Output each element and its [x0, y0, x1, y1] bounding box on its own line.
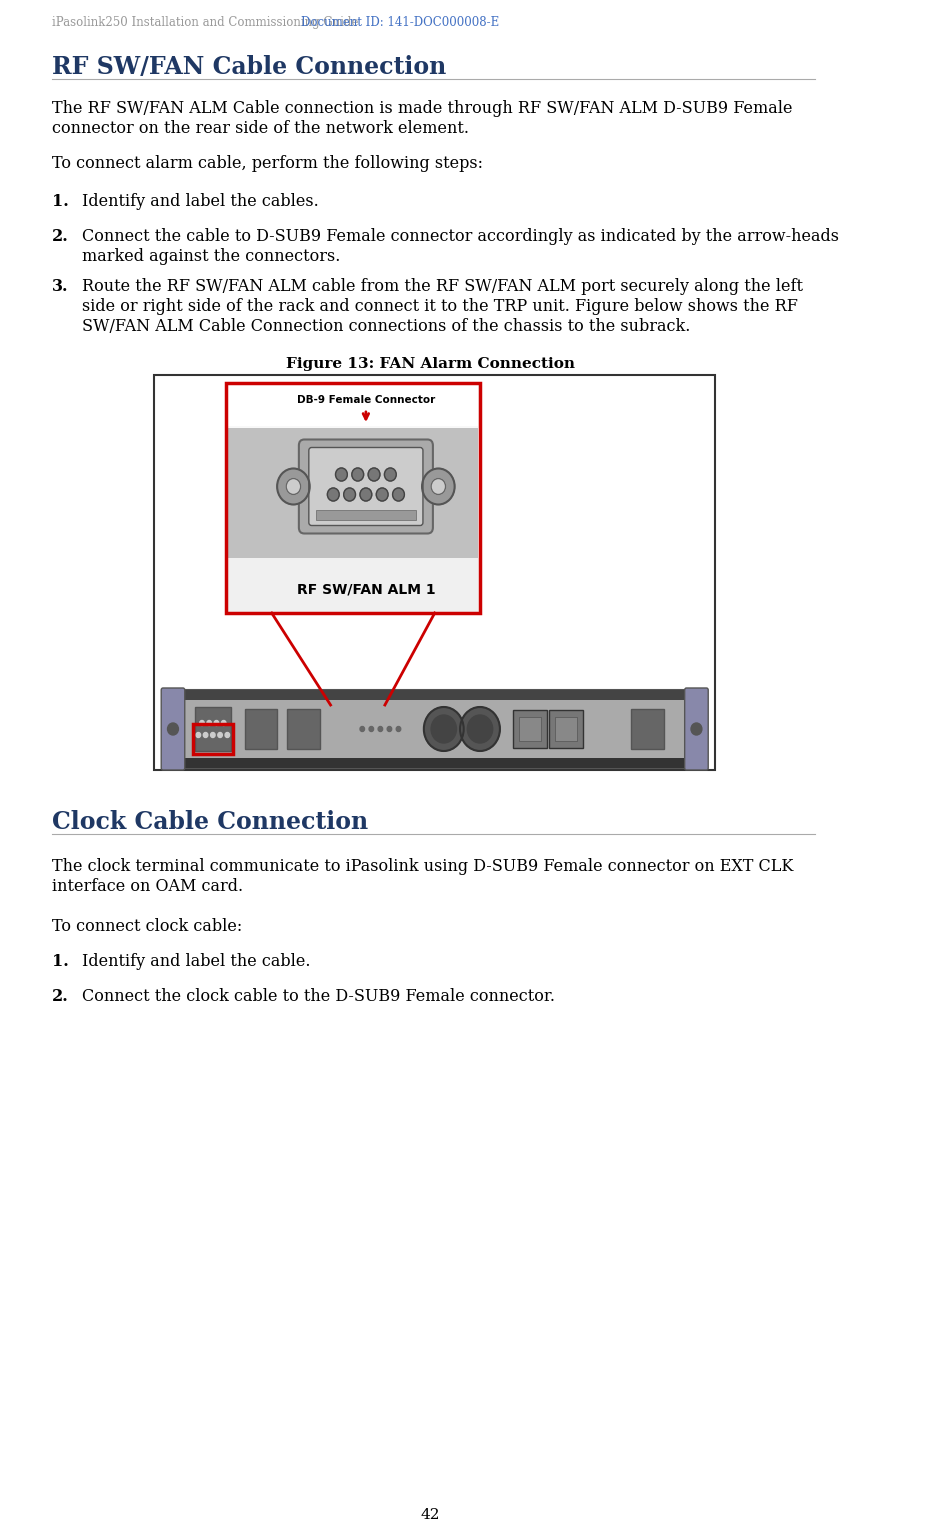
Circle shape: [336, 468, 347, 482]
Text: RF SW/FAN Cable Connection: RF SW/FAN Cable Connection: [51, 55, 446, 78]
FancyBboxPatch shape: [631, 709, 664, 749]
FancyBboxPatch shape: [228, 385, 478, 426]
Circle shape: [167, 723, 179, 735]
Circle shape: [460, 707, 500, 752]
FancyBboxPatch shape: [299, 440, 433, 534]
Circle shape: [369, 727, 374, 732]
Text: Document ID: 141-DOC000008-E: Document ID: 141-DOC000008-E: [301, 15, 499, 29]
FancyBboxPatch shape: [316, 509, 416, 520]
Text: RF SW/FAN ALM 1: RF SW/FAN ALM 1: [297, 583, 436, 597]
Text: marked against the connectors.: marked against the connectors.: [82, 249, 340, 265]
Circle shape: [467, 715, 493, 742]
Text: 1.: 1.: [51, 953, 68, 969]
Text: Connect the clock cable to the D-SUB9 Female connector.: Connect the clock cable to the D-SUB9 Fe…: [82, 988, 554, 1005]
Circle shape: [384, 468, 397, 482]
Text: The RF SW/FAN ALM Cable connection is made through RF SW/FAN ALM D-SUB9 Female: The RF SW/FAN ALM Cable connection is ma…: [51, 100, 792, 117]
Text: 2.: 2.: [51, 229, 68, 245]
Text: The clock terminal communicate to iPasolink using D-SUB9 Female connector on EXT: The clock terminal communicate to iPasol…: [51, 858, 793, 874]
FancyBboxPatch shape: [228, 558, 478, 614]
Circle shape: [210, 733, 215, 738]
FancyBboxPatch shape: [163, 690, 707, 700]
Circle shape: [431, 715, 456, 742]
Text: To connect clock cable:: To connect clock cable:: [51, 917, 242, 936]
Text: DB-9 Female Connector: DB-9 Female Connector: [297, 394, 435, 405]
Circle shape: [431, 479, 446, 494]
Text: Identify and label the cable.: Identify and label the cable.: [82, 953, 310, 969]
Circle shape: [225, 733, 229, 738]
Text: Clock Cable Connection: Clock Cable Connection: [51, 810, 368, 834]
Circle shape: [397, 727, 400, 732]
Circle shape: [378, 727, 382, 732]
Text: connector on the rear side of the network element.: connector on the rear side of the networ…: [51, 120, 469, 137]
Text: Figure 13: FAN Alarm Connection: Figure 13: FAN Alarm Connection: [285, 357, 574, 371]
FancyBboxPatch shape: [287, 709, 320, 749]
Circle shape: [393, 488, 404, 502]
Text: 42: 42: [420, 1508, 440, 1522]
Text: iPasolink250 Installation and Commissioning Guide: iPasolink250 Installation and Commission…: [51, 15, 362, 29]
Circle shape: [422, 468, 455, 505]
FancyBboxPatch shape: [549, 710, 583, 749]
Text: Connect the cable to D-SUB9 Female connector accordingly as indicated by the arr: Connect the cable to D-SUB9 Female conne…: [82, 229, 839, 245]
FancyBboxPatch shape: [162, 689, 184, 770]
FancyBboxPatch shape: [226, 384, 480, 614]
Circle shape: [360, 488, 372, 502]
Circle shape: [377, 488, 388, 502]
Text: interface on OAM card.: interface on OAM card.: [51, 877, 243, 894]
FancyBboxPatch shape: [163, 690, 707, 769]
Text: 1.: 1.: [51, 193, 68, 210]
Circle shape: [343, 488, 356, 502]
Circle shape: [207, 721, 211, 726]
Text: Identify and label the cables.: Identify and label the cables.: [82, 193, 319, 210]
Circle shape: [327, 488, 340, 502]
Circle shape: [424, 707, 464, 752]
Circle shape: [222, 721, 226, 726]
FancyBboxPatch shape: [555, 716, 577, 741]
FancyBboxPatch shape: [154, 374, 715, 770]
Text: side or right side of the rack and connect it to the TRP unit. Figure below show: side or right side of the rack and conne…: [82, 298, 797, 314]
Circle shape: [286, 479, 301, 494]
Text: To connect alarm cable, perform the following steps:: To connect alarm cable, perform the foll…: [51, 155, 482, 172]
Circle shape: [277, 468, 310, 505]
FancyBboxPatch shape: [163, 758, 707, 769]
Circle shape: [214, 721, 219, 726]
FancyBboxPatch shape: [685, 689, 708, 770]
Text: Route the RF SW/FAN ALM cable from the RF SW/FAN ALM port securely along the lef: Route the RF SW/FAN ALM cable from the R…: [82, 278, 803, 295]
FancyBboxPatch shape: [519, 716, 541, 741]
FancyBboxPatch shape: [244, 709, 277, 749]
Circle shape: [200, 721, 204, 726]
Text: 3.: 3.: [51, 278, 68, 295]
FancyBboxPatch shape: [513, 710, 547, 749]
Circle shape: [360, 727, 364, 732]
Circle shape: [368, 468, 379, 482]
Circle shape: [218, 733, 223, 738]
Circle shape: [196, 733, 201, 738]
Circle shape: [387, 727, 392, 732]
Circle shape: [352, 468, 363, 482]
FancyBboxPatch shape: [228, 428, 478, 558]
Text: SW/FAN ALM Cable Connection connections of the chassis to the subrack.: SW/FAN ALM Cable Connection connections …: [82, 318, 689, 334]
Circle shape: [691, 723, 702, 735]
Circle shape: [204, 733, 208, 738]
Text: 2.: 2.: [51, 988, 68, 1005]
FancyBboxPatch shape: [309, 448, 423, 526]
FancyBboxPatch shape: [195, 707, 231, 752]
